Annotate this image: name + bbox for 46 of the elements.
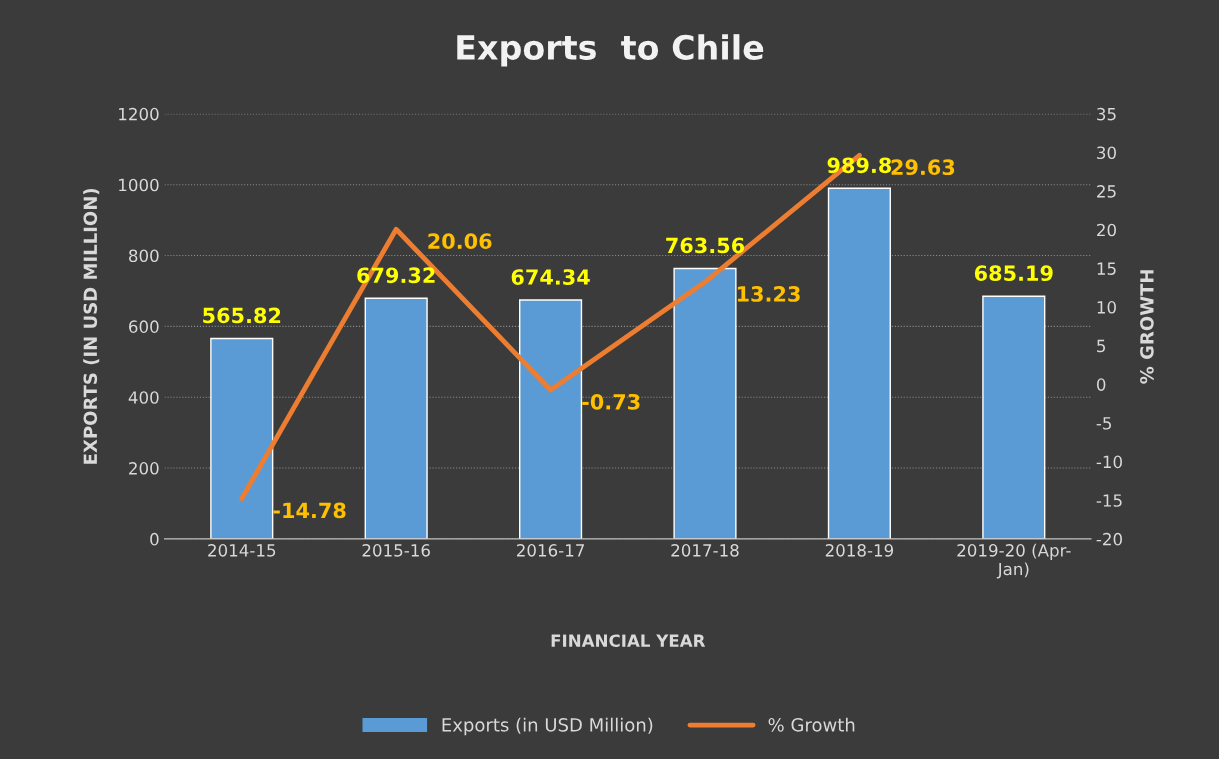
data-label: 685.19: [974, 265, 1053, 282]
x-tick-label: 2019-20 (Apr- Jan): [957, 543, 1071, 579]
x-axis-title: FINANCIAL YEAR: [551, 634, 706, 647]
y-tick-label: 400: [128, 391, 159, 404]
y-tick-label: 0: [150, 532, 159, 546]
bar: [673, 267, 737, 539]
y2-tick-label: 10: [1097, 301, 1116, 314]
x-tick-label: 2017-18: [671, 544, 739, 557]
data-label: 674.34: [511, 269, 590, 285]
y2-tick-label: -20: [1096, 532, 1122, 546]
y2-axis-title: % GROWTH: [1140, 270, 1154, 384]
y-tick-label: 1000: [119, 178, 159, 192]
bar: [210, 337, 274, 539]
chart-title: Exports to Chile: [457, 34, 764, 67]
data-label: 29.63: [891, 159, 955, 176]
x-tick-label: 2014-15: [208, 544, 276, 557]
data-label: 565.82: [203, 307, 281, 324]
y2-tick-label: 35: [1097, 107, 1116, 121]
y2-tick-label: 15: [1097, 262, 1116, 275]
y-tick-label: 800: [129, 249, 159, 263]
y-axis-title: EXPORTS (IN USD MILLION): [83, 188, 100, 464]
bar: [519, 299, 583, 539]
bar: [827, 187, 891, 539]
y2-tick-label: 5: [1097, 339, 1106, 353]
data-label: 763.56: [666, 237, 745, 254]
y-tick-label: 200: [129, 462, 159, 475]
y2-tick-label: 25: [1097, 185, 1116, 198]
y-tick-label: 600: [129, 320, 159, 333]
y2-tick-label: 0: [1096, 378, 1106, 391]
x-tick-label: 2018-19: [825, 544, 894, 557]
y2-tick-label: 30: [1097, 146, 1116, 160]
legend-label: Exports (in USD Million): [442, 717, 653, 736]
data-label: 13.23: [737, 286, 800, 302]
bar: [364, 297, 428, 539]
y2-tick-label: -10: [1096, 455, 1122, 469]
y-tick-label: 1200: [119, 107, 159, 121]
x-tick-label: 2016-17: [516, 544, 584, 557]
y2-tick-label: -5: [1096, 417, 1112, 430]
data-label: -0.73: [582, 393, 640, 410]
y2-tick-label: 20: [1097, 223, 1116, 237]
legend-label: % Growth: [768, 717, 855, 732]
x-tick-label: 2015-16: [362, 544, 430, 557]
bar: [982, 295, 1046, 539]
y2-tick-label: -15: [1096, 494, 1122, 507]
data-label: 20.06: [428, 233, 492, 250]
data-label: -14.78: [273, 502, 346, 519]
